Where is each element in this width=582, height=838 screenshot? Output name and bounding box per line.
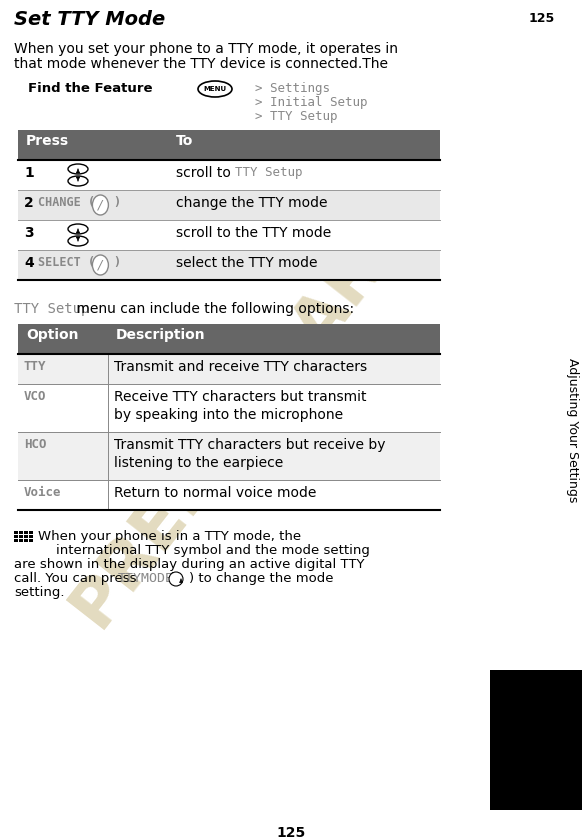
Bar [18, 432, 440, 480]
Text: To: To [176, 134, 193, 148]
Text: VCO: VCO [24, 390, 47, 403]
Text: TTY Setup: TTY Setup [235, 166, 303, 179]
Bar [18, 384, 440, 432]
Bar [490, 670, 582, 810]
Ellipse shape [68, 224, 88, 234]
Text: scroll to the TTY mode: scroll to the TTY mode [176, 226, 331, 240]
Text: Option: Option [26, 328, 79, 342]
Bar [29, 535, 33, 538]
Text: setting.: setting. [14, 586, 65, 599]
Bar [24, 531, 28, 534]
Text: 125: 125 [529, 12, 555, 25]
Text: Receive TTY characters but transmit
by speaking into the microphone: Receive TTY characters but transmit by s… [114, 390, 367, 422]
Bar [14, 535, 18, 538]
Text: 4: 4 [24, 256, 34, 270]
Bar [18, 324, 440, 354]
Text: MENU: MENU [204, 86, 226, 92]
Text: Find the Feature: Find the Feature [28, 82, 152, 95]
Text: SELECT (: SELECT ( [38, 256, 95, 269]
Text: 🔧: 🔧 [468, 685, 486, 715]
Text: 2: 2 [24, 196, 34, 210]
Text: > Initial Setup: > Initial Setup [255, 96, 367, 109]
Text: 3: 3 [24, 226, 34, 240]
Bar [29, 539, 33, 542]
Text: 1: 1 [24, 166, 34, 180]
Text: HCO: HCO [24, 438, 47, 451]
Bar [19, 539, 23, 542]
Bar [29, 531, 33, 534]
Bar [18, 480, 440, 510]
Text: select the TTY mode: select the TTY mode [176, 256, 318, 270]
Text: change the TTY mode: change the TTY mode [176, 196, 328, 210]
Bar [18, 190, 440, 220]
Text: Description: Description [116, 328, 205, 342]
Text: Voice: Voice [24, 486, 62, 499]
Text: ): ) [113, 196, 120, 209]
Bar [24, 539, 28, 542]
Text: menu can include the following options:: menu can include the following options: [73, 302, 354, 316]
Text: Set TTY Mode: Set TTY Mode [14, 10, 165, 29]
Text: ) to change the mode: ) to change the mode [189, 572, 333, 585]
Text: > Settings: > Settings [255, 82, 330, 95]
Text: that mode whenever the TTY device is connected.The: that mode whenever the TTY device is con… [14, 57, 388, 71]
Text: When you set your phone to a TTY mode, it operates in: When you set your phone to a TTY mode, i… [14, 42, 398, 56]
Ellipse shape [68, 164, 88, 174]
Text: international TTY symbol and the mode setting: international TTY symbol and the mode se… [56, 544, 370, 557]
Bar [14, 539, 18, 542]
Bar [14, 531, 18, 534]
Bar [18, 130, 440, 160]
Text: scroll to: scroll to [176, 166, 235, 180]
Text: TTY Setup: TTY Setup [14, 302, 90, 316]
Text: 125: 125 [276, 826, 306, 838]
Bar [18, 160, 440, 190]
Bar [19, 531, 23, 534]
Text: TTY: TTY [24, 360, 47, 373]
Ellipse shape [93, 195, 108, 215]
Text: Press: Press [26, 134, 69, 148]
Ellipse shape [68, 236, 88, 246]
Text: Transmit TTY characters but receive by
listening to the earpiece: Transmit TTY characters but receive by l… [114, 438, 385, 470]
Text: Transmit and receive TTY characters: Transmit and receive TTY characters [114, 360, 367, 374]
Text: /: / [98, 199, 102, 211]
Ellipse shape [93, 255, 108, 275]
Bar [18, 250, 440, 280]
Text: When your phone is in a TTY mode, the: When your phone is in a TTY mode, the [38, 530, 301, 543]
Bar [24, 535, 28, 538]
Ellipse shape [169, 572, 183, 586]
Text: /: / [98, 258, 102, 272]
Text: Return to normal voice mode: Return to normal voice mode [114, 486, 317, 500]
Text: Adjusting Your Settings: Adjusting Your Settings [566, 358, 579, 502]
Bar [18, 220, 440, 250]
Text: (: ( [165, 572, 175, 585]
Text: > TTY Setup: > TTY Setup [255, 110, 338, 123]
Bar [18, 354, 440, 384]
Text: call. You can press: call. You can press [14, 572, 141, 585]
Bar [19, 535, 23, 538]
Text: CHANGE (: CHANGE ( [38, 196, 95, 209]
Ellipse shape [198, 81, 232, 97]
Text: PRELIMINARY: PRELIMINARY [58, 198, 422, 638]
Text: ): ) [113, 256, 120, 269]
Ellipse shape [68, 176, 88, 186]
Text: TTYMODE: TTYMODE [118, 572, 174, 585]
Text: are shown in the display during an active digital TTY: are shown in the display during an activ… [14, 558, 364, 571]
